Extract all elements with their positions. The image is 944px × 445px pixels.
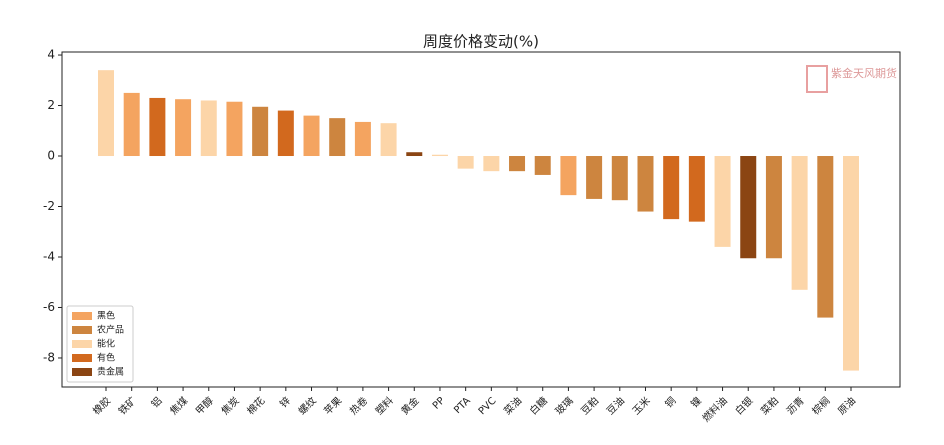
bar xyxy=(329,118,346,157)
x-tick-label: 螺纹 xyxy=(295,394,318,417)
bar xyxy=(740,156,757,259)
watermark: 紫金天风期货 xyxy=(831,66,897,80)
y-tick-label: -8 xyxy=(43,350,55,364)
bar xyxy=(406,152,423,157)
legend-box xyxy=(66,305,134,383)
x-tick-label: 燃料油 xyxy=(699,394,729,424)
bar xyxy=(509,156,526,172)
y-tick-label: 4 xyxy=(47,48,55,62)
bar xyxy=(791,156,808,290)
bar xyxy=(765,156,782,259)
x-tick-label: 苹果 xyxy=(321,394,344,417)
bar xyxy=(149,97,166,157)
x-tick-label: 玻璃 xyxy=(552,394,575,417)
bar xyxy=(611,156,628,201)
x-tick-label: 焦炭 xyxy=(218,394,241,417)
y-tick-label: 0 xyxy=(47,149,55,163)
bar xyxy=(817,156,834,318)
bar xyxy=(354,121,371,157)
bar xyxy=(431,154,448,157)
x-tick-label: 白糖 xyxy=(527,394,550,417)
legend-swatch xyxy=(72,340,92,348)
bar xyxy=(534,156,551,175)
x-tick-label: 热卷 xyxy=(347,394,370,417)
legend-label: 黑色 xyxy=(97,310,115,322)
watermark-logo xyxy=(806,65,828,93)
legend-swatch xyxy=(72,326,92,334)
x-tick-label: 铁矿 xyxy=(116,394,139,417)
x-tick-label: PTA xyxy=(452,395,473,416)
bar xyxy=(200,100,217,157)
bar xyxy=(98,70,114,157)
bar xyxy=(663,156,680,220)
bar xyxy=(252,106,269,157)
x-tick-label: 菜粕 xyxy=(758,394,781,417)
bar xyxy=(714,156,731,247)
plot-frame xyxy=(61,51,901,388)
x-tick-label: 塑料 xyxy=(372,394,395,417)
x-tick-label: 沥青 xyxy=(784,394,807,417)
x-tick-label: 橡胶 xyxy=(90,394,113,417)
legend-swatch xyxy=(72,368,92,376)
x-tick-label: PVC xyxy=(477,395,499,417)
x-tick-label: 豆粕 xyxy=(578,394,601,417)
bar xyxy=(637,156,654,212)
x-tick-label: 铝 xyxy=(149,395,165,411)
bar xyxy=(688,156,705,222)
x-tick-label: 镍 xyxy=(688,394,704,410)
legend-label: 农产品 xyxy=(97,324,124,336)
x-tick-label: 棉花 xyxy=(244,394,267,417)
bar xyxy=(560,156,577,196)
x-tick-label: PP xyxy=(431,395,447,411)
bar xyxy=(175,99,192,157)
bar xyxy=(843,156,859,371)
chart-title: 周度价格变动(%) xyxy=(423,33,539,51)
bar xyxy=(483,156,500,172)
x-tick-label: 原油 xyxy=(835,394,858,417)
y-tick-label: 2 xyxy=(47,98,55,112)
bar xyxy=(226,101,243,157)
x-tick-label: 棕榈 xyxy=(809,394,832,417)
bar xyxy=(303,115,320,157)
y-tick-label: -6 xyxy=(43,300,55,314)
bar xyxy=(457,156,474,169)
x-tick-label: 白银 xyxy=(732,394,755,417)
bar xyxy=(123,92,140,157)
legend-label: 贵金属 xyxy=(97,366,124,378)
legend-label: 能化 xyxy=(97,338,115,350)
y-tick-label: -2 xyxy=(43,199,55,213)
x-tick-label: 铜 xyxy=(663,395,679,411)
x-tick-label: 黄金 xyxy=(398,394,421,417)
x-tick-label: 甲醇 xyxy=(193,394,216,417)
legend-swatch xyxy=(72,312,92,320)
bar xyxy=(277,110,294,157)
legend-swatch xyxy=(72,354,92,362)
x-tick-label: 菜油 xyxy=(501,394,524,417)
y-tick-label: -4 xyxy=(43,249,55,263)
bar xyxy=(380,123,397,157)
x-tick-label: 豆油 xyxy=(604,394,627,417)
x-tick-label: 锌 xyxy=(277,394,293,410)
legend-label: 有色 xyxy=(97,352,115,364)
x-tick-label: 焦煤 xyxy=(167,394,190,417)
x-tick-label: 玉米 xyxy=(629,394,652,417)
bar xyxy=(586,156,603,199)
